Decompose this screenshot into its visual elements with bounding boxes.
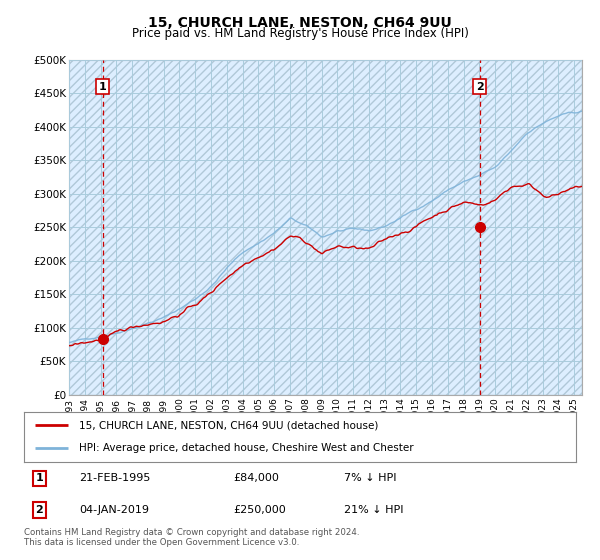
Text: Contains HM Land Registry data © Crown copyright and database right 2024.
This d: Contains HM Land Registry data © Crown c… — [24, 528, 359, 547]
Text: 15, CHURCH LANE, NESTON, CH64 9UU (detached house): 15, CHURCH LANE, NESTON, CH64 9UU (detac… — [79, 420, 379, 430]
Text: 2: 2 — [35, 505, 43, 515]
Text: £84,000: £84,000 — [234, 473, 280, 483]
Text: 7% ↓ HPI: 7% ↓ HPI — [344, 473, 397, 483]
Text: HPI: Average price, detached house, Cheshire West and Chester: HPI: Average price, detached house, Ches… — [79, 444, 414, 454]
Text: Price paid vs. HM Land Registry's House Price Index (HPI): Price paid vs. HM Land Registry's House … — [131, 27, 469, 40]
Text: 1: 1 — [99, 82, 106, 92]
Text: 21% ↓ HPI: 21% ↓ HPI — [344, 505, 404, 515]
Text: 1: 1 — [35, 473, 43, 483]
Bar — [69, 60, 582, 395]
Text: £250,000: £250,000 — [234, 505, 287, 515]
Text: 2: 2 — [476, 82, 484, 92]
Text: 04-JAN-2019: 04-JAN-2019 — [79, 505, 149, 515]
Text: 21-FEB-1995: 21-FEB-1995 — [79, 473, 151, 483]
Text: 15, CHURCH LANE, NESTON, CH64 9UU: 15, CHURCH LANE, NESTON, CH64 9UU — [148, 16, 452, 30]
